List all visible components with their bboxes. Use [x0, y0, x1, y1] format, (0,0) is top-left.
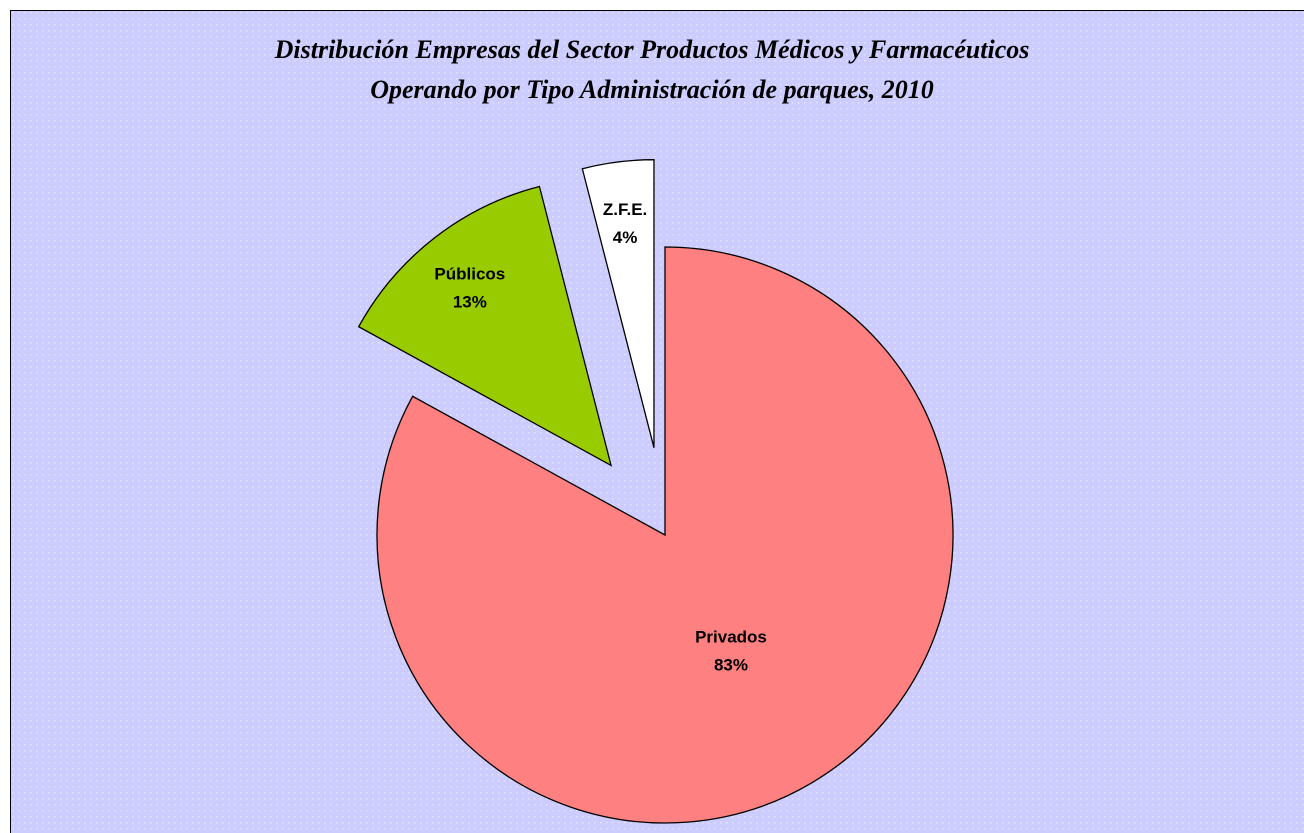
slice-value-label: 83% — [714, 656, 748, 675]
pie-slice — [376, 246, 954, 824]
pie: Privados 83% Públicos 13% Z.F.E. 4% — [357, 159, 954, 824]
chart-title: Distribución Empresas del Sector Product… — [274, 35, 1030, 64]
slice-label: Públicos — [434, 264, 505, 283]
slice-value-label: 13% — [453, 292, 487, 311]
chart-subtitle: Operando por Tipo Administración de parq… — [370, 75, 934, 104]
pie-slice — [357, 185, 613, 467]
pie-slice — [581, 159, 655, 448]
slice-value-label: 4% — [613, 228, 638, 247]
slice-label: Privados — [695, 628, 767, 647]
slice-label: Z.F.E. — [603, 200, 647, 219]
